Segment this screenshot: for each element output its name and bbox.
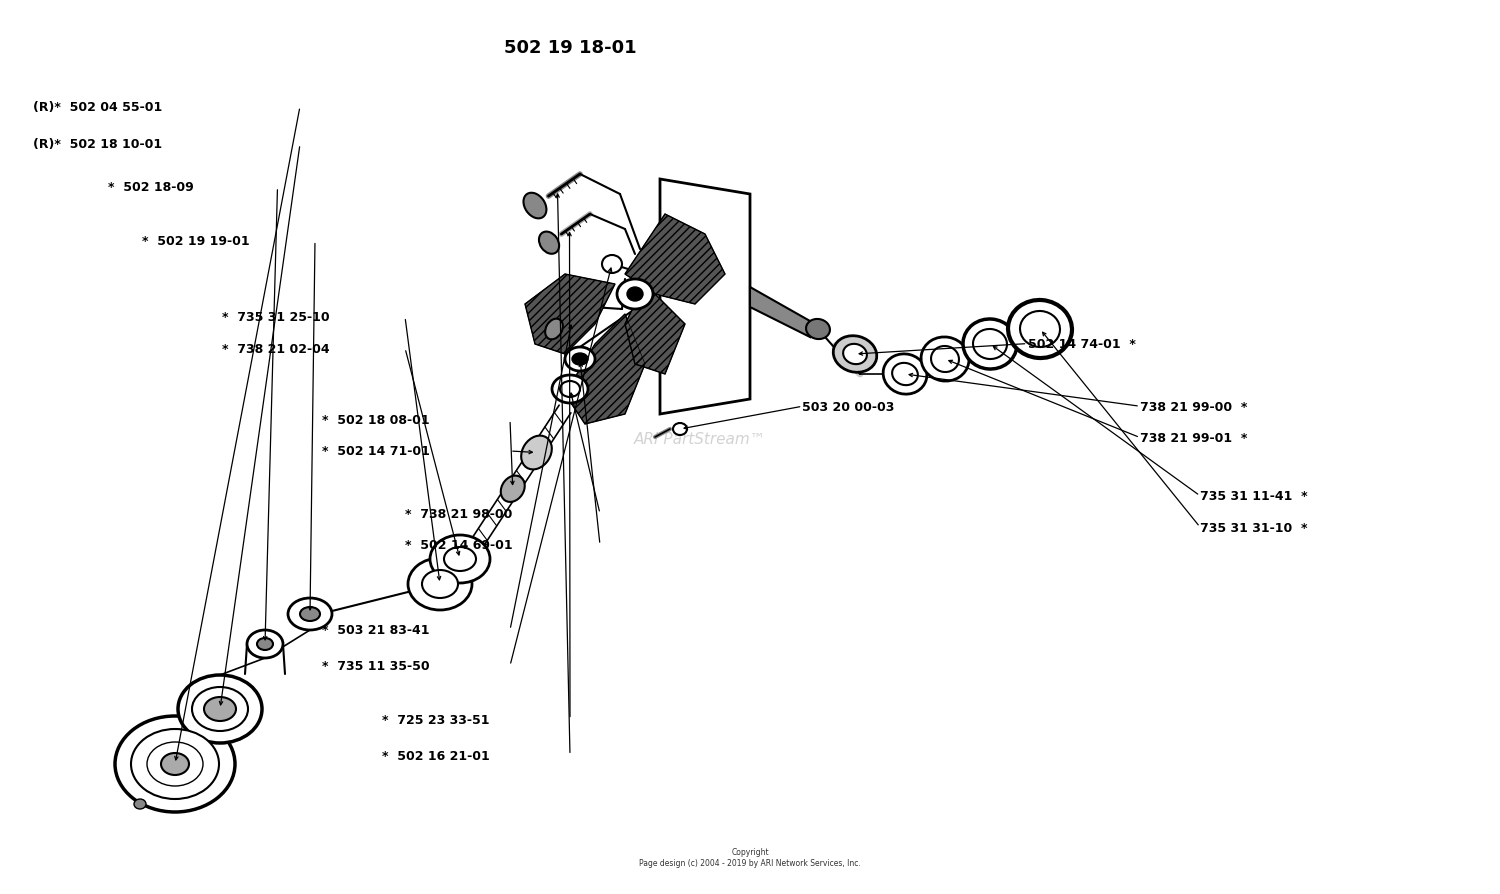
Text: 735 31 31-10  *: 735 31 31-10 * [1200, 521, 1308, 534]
Text: *  738 21 02-04: * 738 21 02-04 [222, 342, 330, 355]
Ellipse shape [932, 347, 958, 373]
Polygon shape [525, 274, 615, 355]
Ellipse shape [192, 687, 248, 731]
Text: *  502 19 19-01: * 502 19 19-01 [142, 235, 250, 248]
Ellipse shape [300, 607, 320, 621]
Text: *  735 11 35-50: * 735 11 35-50 [322, 660, 430, 672]
Ellipse shape [178, 675, 262, 743]
Text: 735 31 11-41  *: 735 31 11-41 * [1200, 490, 1308, 502]
Ellipse shape [884, 354, 927, 394]
Ellipse shape [674, 424, 687, 435]
Ellipse shape [147, 742, 202, 786]
Ellipse shape [116, 716, 236, 812]
Text: *  502 16 21-01: * 502 16 21-01 [382, 749, 490, 762]
Polygon shape [626, 284, 686, 375]
Ellipse shape [422, 570, 458, 598]
Ellipse shape [627, 288, 644, 301]
Polygon shape [626, 215, 724, 305]
Ellipse shape [806, 319, 830, 340]
Text: *  725 23 33-51: * 725 23 33-51 [382, 713, 490, 726]
Ellipse shape [833, 336, 878, 373]
Ellipse shape [843, 344, 867, 365]
Ellipse shape [552, 375, 588, 403]
Ellipse shape [1020, 312, 1060, 348]
Text: Copyright
Page design (c) 2004 - 2019 by ARI Network Services, Inc.: Copyright Page design (c) 2004 - 2019 by… [639, 848, 861, 866]
Text: 738 21 99-00  *: 738 21 99-00 * [1140, 401, 1248, 413]
Text: 738 21 99-01  *: 738 21 99-01 * [1140, 432, 1248, 444]
Text: *  502 14 71-01: * 502 14 71-01 [322, 445, 430, 458]
Text: *  735 31 25-10: * 735 31 25-10 [222, 311, 330, 324]
Polygon shape [566, 315, 645, 425]
Ellipse shape [520, 436, 552, 470]
Ellipse shape [430, 536, 490, 584]
Text: *  738 21 98-00: * 738 21 98-00 [405, 508, 513, 520]
Ellipse shape [130, 730, 219, 799]
Ellipse shape [544, 319, 562, 340]
Ellipse shape [974, 330, 1006, 359]
Ellipse shape [963, 320, 1017, 369]
Ellipse shape [444, 547, 476, 571]
Ellipse shape [134, 799, 146, 809]
Polygon shape [660, 180, 750, 415]
Ellipse shape [160, 753, 189, 775]
Text: *  502 18 08-01: * 502 18 08-01 [322, 414, 430, 426]
Ellipse shape [1008, 300, 1072, 358]
Ellipse shape [560, 382, 580, 398]
Text: 503 20 00-03: 503 20 00-03 [802, 401, 895, 413]
Text: *  503 21 83-41: * 503 21 83-41 [322, 624, 430, 637]
Ellipse shape [572, 354, 588, 366]
Ellipse shape [538, 232, 560, 255]
Ellipse shape [501, 476, 525, 502]
Text: *  502 14 69-01: * 502 14 69-01 [405, 539, 513, 552]
Ellipse shape [248, 630, 284, 658]
Ellipse shape [616, 280, 652, 309]
Ellipse shape [566, 348, 596, 372]
Text: ARI PartStream™: ARI PartStream™ [634, 432, 766, 447]
Ellipse shape [602, 256, 622, 274]
Text: 502 14 74-01  *: 502 14 74-01 * [1028, 338, 1136, 350]
Text: (R)*  502 18 10-01: (R)* 502 18 10-01 [33, 139, 162, 151]
Ellipse shape [288, 598, 332, 630]
Ellipse shape [204, 697, 236, 721]
Ellipse shape [892, 364, 918, 385]
Ellipse shape [524, 193, 546, 219]
Text: *  502 18-09: * 502 18-09 [108, 181, 194, 194]
Polygon shape [750, 288, 810, 338]
Ellipse shape [921, 338, 969, 382]
Ellipse shape [256, 638, 273, 650]
Text: (R)*  502 04 55-01: (R)* 502 04 55-01 [33, 101, 162, 114]
Text: 502 19 18-01: 502 19 18-01 [504, 39, 636, 57]
Ellipse shape [408, 559, 472, 611]
